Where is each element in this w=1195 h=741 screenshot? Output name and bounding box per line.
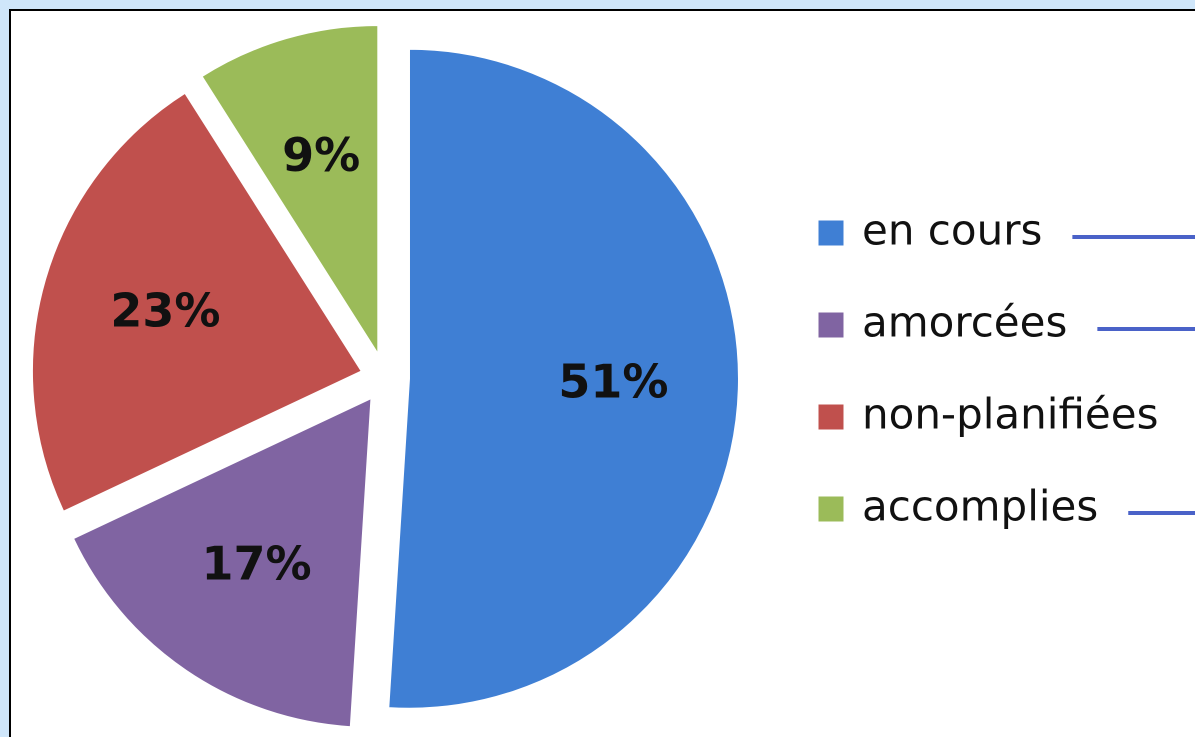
data-label: 17% <box>201 537 311 591</box>
legend-label: accomplies <box>862 482 1098 531</box>
data-label: 51% <box>558 355 668 409</box>
legend-swatch <box>817 403 845 431</box>
legend-swatch <box>817 219 845 247</box>
pie-slice <box>30 91 364 514</box>
pie-slice <box>71 396 373 729</box>
legend-label: en cours <box>862 206 1042 255</box>
legend-swatch <box>817 311 845 339</box>
data-label: 23% <box>110 284 220 338</box>
data-label: 9% <box>282 128 360 182</box>
legend-label: non-planifiées <box>862 390 1158 439</box>
pie-slice <box>200 23 380 359</box>
pie-slice <box>387 47 740 710</box>
legend-label: amorcées <box>862 298 1067 347</box>
legend-swatch <box>817 495 845 523</box>
